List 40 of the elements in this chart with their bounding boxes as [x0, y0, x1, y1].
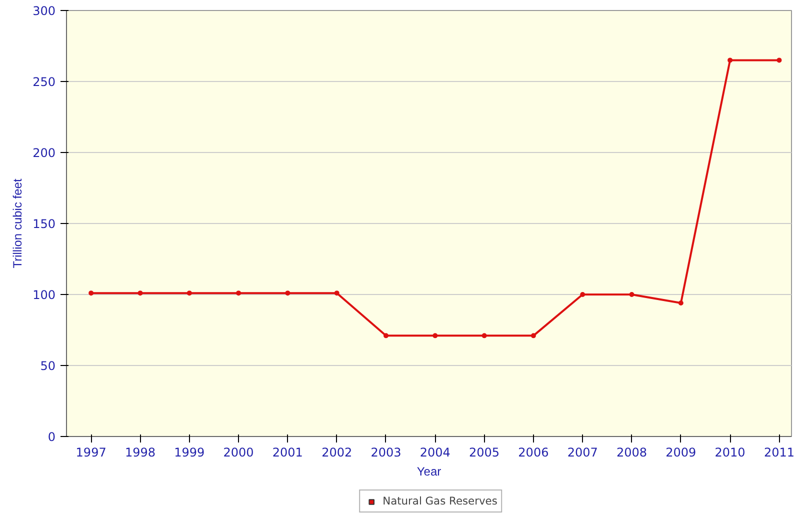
y-tick-label: 200: [32, 146, 56, 160]
point: [629, 292, 634, 297]
x-tick-label: 2005: [469, 446, 500, 460]
x-tick-label: 2008: [616, 446, 648, 460]
point: [285, 290, 290, 296]
x-tick-label: 1998: [124, 446, 156, 460]
x-tick-label: 2003: [370, 446, 402, 460]
point: [482, 333, 487, 338]
point: [138, 290, 143, 296]
x-tick-label: 2002: [322, 446, 352, 460]
point: [530, 333, 536, 338]
point: [728, 58, 733, 63]
point: [334, 290, 340, 296]
x-tick-label: 1999: [174, 446, 205, 460]
point: [678, 300, 684, 306]
y-tick-label: 150: [32, 217, 56, 231]
legend-label: Natural Gas Reserves: [382, 494, 498, 508]
point: [580, 292, 586, 297]
point: [236, 290, 242, 296]
x-tick-label: 2009: [666, 446, 696, 460]
y-tick-label: 50: [40, 359, 56, 373]
y-tick-label: 100: [32, 288, 56, 302]
x-tick-label: 2000: [223, 446, 254, 460]
point: [383, 333, 388, 338]
y-tick-label: 250: [32, 75, 56, 89]
x-tick-label: 2001: [272, 446, 303, 460]
point: [432, 333, 438, 338]
x-tick-label: 2006: [518, 446, 549, 460]
point: [186, 290, 192, 296]
x-tick-label: 2007: [567, 446, 598, 460]
x-tick-label: 2004: [420, 446, 450, 460]
x-tick-label: 2010: [714, 446, 746, 460]
y-axis-title: Trillion cubic feet: [10, 178, 25, 268]
y-tick-label: 0: [48, 430, 56, 444]
x-axis-title: Year: [416, 464, 442, 478]
x-tick-label: 1997: [76, 446, 106, 460]
x-tick-label: 2011: [764, 446, 794, 460]
y-tick-label: 300: [32, 4, 56, 18]
point: [88, 290, 94, 296]
point: [776, 58, 782, 63]
